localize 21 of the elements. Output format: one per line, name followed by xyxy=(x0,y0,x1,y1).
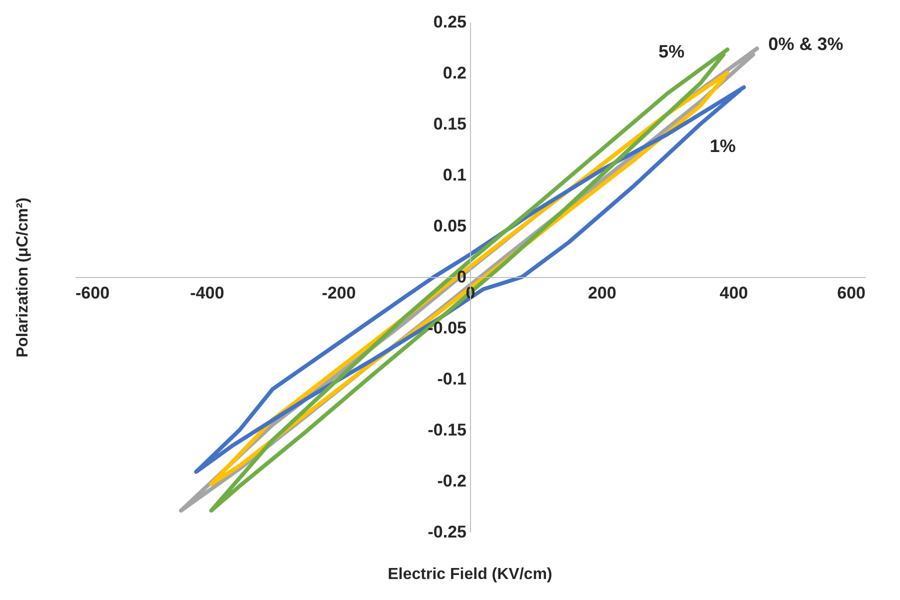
y-tick-label: -0.25 xyxy=(428,522,466,542)
y-tick-label: 0.2 xyxy=(442,64,466,82)
annotation: 1% xyxy=(710,136,736,156)
x-tick-label: -400 xyxy=(190,284,224,302)
y-tick-label: 0.15 xyxy=(433,114,466,134)
x-tick-label: 400 xyxy=(720,284,748,302)
annotation: 0% & 3% xyxy=(768,34,844,54)
annotation: 5% xyxy=(658,42,684,62)
y-tick-label: -0.2 xyxy=(437,472,466,490)
x-tick-label: 600 xyxy=(837,284,866,302)
y-tick-label: 0.05 xyxy=(433,216,466,236)
x-tick-label: -200 xyxy=(322,284,356,302)
x-tick-label: 200 xyxy=(588,284,616,302)
y-tick-label: 0.25 xyxy=(433,12,466,32)
y-axis-title: Polarization (μC/cm²) xyxy=(14,197,32,358)
x-tick-label: -600 xyxy=(76,284,110,302)
y-tick-label: -0.1 xyxy=(437,370,466,388)
y-tick-label: 0.1 xyxy=(442,166,466,184)
y-tick-label: -0.05 xyxy=(428,318,466,338)
y-tick-label: -0.15 xyxy=(428,420,466,440)
x-axis-title: Electric Field (KV/cm) xyxy=(388,566,552,583)
